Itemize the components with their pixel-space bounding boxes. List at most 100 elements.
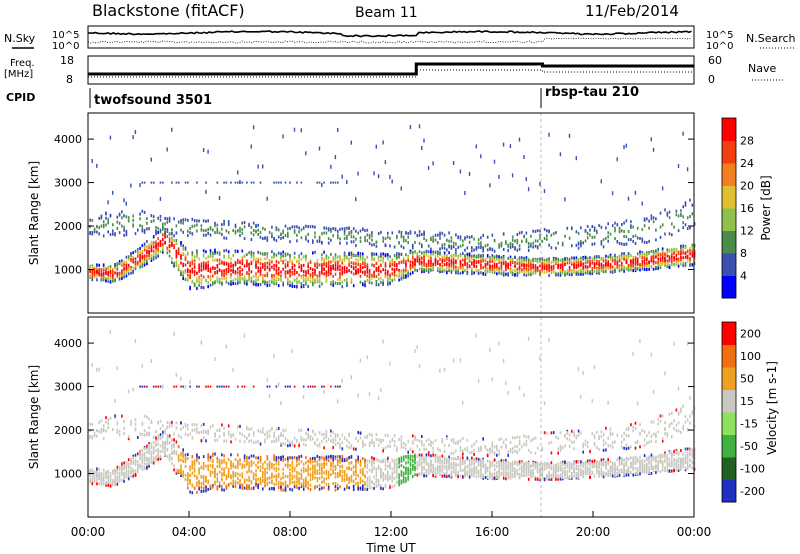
power-cell-816 [227,256,230,260]
power-cell-2732 [559,273,562,277]
velocity-cell-238 [130,457,132,461]
power-cell-2587 [532,265,534,269]
velocity-cell-1109 [280,488,282,492]
power-cell-366 [150,245,153,249]
power-cell-791 [223,255,225,259]
velocity-cell-913 [246,436,248,440]
velocity-cell-905 [246,470,248,474]
power-cell-2046 [439,247,441,251]
power-cell-2189 [464,258,466,262]
power-cell-2603 [534,239,537,243]
velocity-cell-556 [184,432,187,436]
power-cell-1033 [264,280,266,284]
velocity-cell-588 [191,455,194,459]
velocity-cell-306 [141,364,143,369]
power-cell-1384 [325,257,328,261]
velocity-cell-218 [125,468,128,472]
velocity-cell-1339 [318,444,321,448]
velocity-cell-617 [196,454,198,458]
velocity-cell-974 [257,465,259,469]
power-cell-2797 [571,269,573,273]
power-cell-1245 [300,264,303,268]
velocity-cell-45 [96,478,98,482]
power-cell-2629 [539,233,541,237]
power-cell-2782 [568,261,571,265]
power-cell-1185 [289,181,291,184]
velocity-cell-63 [98,476,100,480]
power-cell-901 [241,272,244,276]
velocity-cell-1311 [314,471,316,475]
power-cell-199 [121,277,123,280]
power-cell-329 [143,260,146,264]
power-cell-3444 [686,250,689,254]
power-cell-516 [175,252,178,256]
power-cell-1840 [402,237,405,241]
power-cell-3109 [625,235,628,239]
velocity-cell-229 [127,437,130,441]
power-cell-2546 [525,270,528,274]
velocity-cell-605 [193,463,196,467]
power-cell-2812 [575,256,578,260]
velocity-cell-959 [255,456,257,460]
velocity-cell-595 [191,428,194,432]
power-cell-2093 [448,269,450,273]
velocity-cell-273 [137,466,139,470]
power-cell-2102 [448,245,450,249]
power-cell-2528 [523,268,525,272]
velocity-cell-956 [255,479,257,483]
velocity-cell-847 [234,472,237,475]
velocity-cell-560 [187,456,189,460]
power-cell-51 [96,224,98,228]
velocity-cell-1389 [327,459,330,463]
power-cell-3228 [646,241,648,244]
power-cell-1081 [273,252,275,256]
power-cell-499 [173,239,175,242]
power-cell-474 [168,249,171,253]
power-cell-3399 [677,229,680,233]
power-cell-1010 [259,230,262,234]
power-cell-373 [150,214,153,218]
power-cell-649 [198,257,200,261]
power-cell-2561 [527,270,530,274]
power-cell-2426 [505,241,507,245]
power-cell-2353 [493,262,496,266]
nave-line [88,69,694,78]
power-cell-2415 [502,142,505,147]
velocity-cell-1108 [280,486,282,490]
power-cell-1338 [316,181,319,184]
power-cell-730 [212,274,214,278]
power-cell-59 [98,270,100,274]
power-cell-2301 [482,249,484,253]
velocity-cell-936 [250,487,253,491]
power-cell-611 [191,224,194,228]
power-cell-2898 [589,263,591,266]
power-cell-1275 [305,235,307,239]
power-cell-621 [193,284,196,288]
power-cell-1810 [398,261,400,265]
power-cell-668 [202,261,205,265]
power-cell-1682 [375,268,378,272]
power-cell-2878 [586,268,589,272]
power-cell-1991 [430,259,432,263]
power-cell-900 [241,262,244,266]
power-cell-1127 [280,252,282,256]
velocity-cell-463 [168,425,171,428]
power-cell-3202 [641,237,644,241]
velocity-cell-172 [116,366,118,371]
velocity-cell-723 [214,472,216,476]
power-cell-3066 [618,256,621,259]
velocity-cell-228 [127,462,130,466]
power-cell-3424 [682,248,684,252]
power-cell-2467 [511,238,514,242]
power-cell-2267 [477,254,480,258]
power-cell-53 [96,163,98,168]
power-cell-3244 [650,249,653,253]
power-cell-1378 [323,226,325,230]
power-cell-1711 [380,254,382,258]
velocity-cell-1026 [266,430,269,434]
velocity-cell-854 [237,472,239,476]
power-cell-2939 [596,269,598,273]
power-cell-2580 [532,269,534,273]
power-cell-2431 [507,256,509,260]
power-cell-1914 [416,259,419,263]
